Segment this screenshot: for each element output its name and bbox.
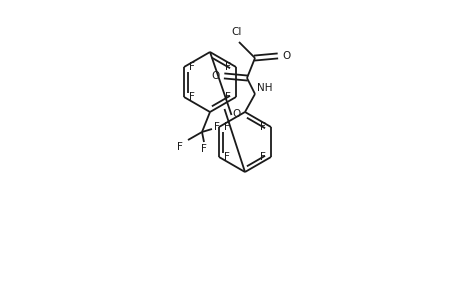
Text: F: F xyxy=(259,122,265,132)
Text: O: O xyxy=(232,109,240,119)
Text: F: F xyxy=(189,62,195,72)
Text: F: F xyxy=(189,92,195,102)
Text: Cl: Cl xyxy=(231,27,241,37)
Text: F: F xyxy=(224,152,230,162)
Text: NH: NH xyxy=(257,83,272,93)
Text: F: F xyxy=(224,62,230,72)
Text: O: O xyxy=(211,71,219,81)
Text: O: O xyxy=(281,51,290,61)
Text: F: F xyxy=(224,92,230,102)
Text: F: F xyxy=(213,122,219,132)
Text: F: F xyxy=(259,152,265,162)
Text: F: F xyxy=(201,144,207,154)
Text: F: F xyxy=(224,122,230,132)
Text: F: F xyxy=(177,142,183,152)
